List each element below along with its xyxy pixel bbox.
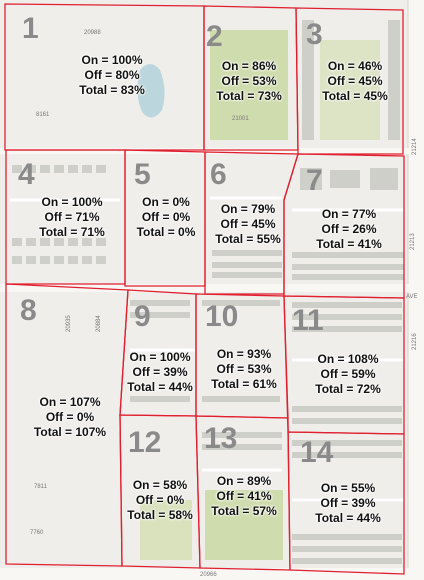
zone-1-stats: On = 100% Off = 80% Total = 83% bbox=[62, 53, 162, 98]
zone-3-number: 3 bbox=[306, 18, 323, 51]
zone-10-total: Total = 61% bbox=[211, 377, 277, 391]
park-zone-3 bbox=[320, 40, 380, 140]
zone-2-number: 2 bbox=[206, 20, 223, 53]
zone-7-total: Total = 41% bbox=[316, 237, 382, 251]
zone-9-stats: On = 100% Off = 39% Total = 44% bbox=[120, 350, 200, 395]
zone-1-on: On = 100% bbox=[81, 53, 143, 67]
zone-12-stats: On = 58% Off = 0% Total = 58% bbox=[118, 478, 202, 523]
zone-13-off: Off = 41% bbox=[216, 489, 272, 503]
zone-11-total: Total = 72% bbox=[315, 382, 381, 396]
zone-4-total: Total = 71% bbox=[39, 225, 105, 239]
address-label-8161: 8161 bbox=[36, 112, 50, 118]
address-label-7760: 7760 bbox=[30, 530, 44, 536]
zone-14-stats: On = 55% Off = 39% Total = 44% bbox=[296, 481, 400, 526]
zone-3-total: Total = 45% bbox=[322, 89, 388, 103]
zone-8-off: Off = 0% bbox=[45, 410, 95, 424]
address-label-20988: 20988 bbox=[84, 30, 101, 36]
zone-13-total: Total = 57% bbox=[211, 504, 277, 518]
zone-7-off: Off = 26% bbox=[321, 222, 377, 236]
zone-6-number: 6 bbox=[210, 158, 227, 191]
zone-8-number: 8 bbox=[20, 294, 37, 327]
zone-12-off: Off = 0% bbox=[135, 493, 185, 507]
zone-5-stats: On = 0% Off = 0% Total = 0% bbox=[126, 195, 206, 240]
address-label-21001: 21001 bbox=[232, 116, 249, 122]
zone-11-off: Off = 59% bbox=[320, 367, 376, 381]
zone-6-total: Total = 55% bbox=[215, 232, 281, 246]
zone-8-stats: On = 107% Off = 0% Total = 107% bbox=[18, 395, 122, 440]
address-label-7811: 7811 bbox=[34, 484, 47, 490]
minor-streets bbox=[10, 196, 404, 502]
ave-label: AVE bbox=[406, 294, 418, 300]
park-zone-2 bbox=[210, 30, 288, 140]
zone-13-number: 13 bbox=[204, 422, 238, 455]
zone-4-stats: On = 100% Off = 71% Total = 71% bbox=[22, 195, 122, 240]
zone-2-on: On = 86% bbox=[221, 59, 277, 73]
zone-12-number: 12 bbox=[128, 426, 162, 459]
zone-14-total: Total = 44% bbox=[315, 511, 381, 525]
zone-13-on: On = 89% bbox=[216, 474, 272, 488]
zone-11-on: On = 108% bbox=[317, 352, 379, 366]
zone-1-off: Off = 80% bbox=[84, 68, 140, 82]
zone-2-stats: On = 86% Off = 53% Total = 73% bbox=[202, 59, 296, 104]
road-top-row bbox=[0, 148, 424, 154]
road-label-21213: 21213 bbox=[410, 233, 416, 250]
zone-6-on: On = 79% bbox=[220, 202, 276, 216]
zone-13-stats: On = 89% Off = 41% Total = 57% bbox=[198, 474, 290, 519]
zone-14-off: Off = 39% bbox=[320, 496, 376, 510]
zone-5-total: Total = 0% bbox=[136, 225, 196, 239]
zone-3-on: On = 46% bbox=[327, 59, 383, 73]
zone-6-stats: On = 79% Off = 45% Total = 55% bbox=[200, 202, 296, 247]
zone-9-number: 9 bbox=[134, 300, 151, 333]
road-label-21216: 21216 bbox=[412, 333, 418, 350]
zone-1-total: Total = 83% bbox=[79, 83, 145, 97]
zone-10-on: On = 93% bbox=[216, 347, 272, 361]
park-zone-13 bbox=[205, 490, 283, 560]
zone-5-number: 5 bbox=[134, 158, 151, 191]
zone-12-on: On = 58% bbox=[132, 478, 188, 492]
zone-7-number: 7 bbox=[306, 164, 323, 197]
zone-10-number: 10 bbox=[205, 300, 239, 333]
zone-4-off: Off = 71% bbox=[44, 210, 100, 224]
zone-2-total: Total = 73% bbox=[216, 89, 282, 103]
zone-3-stats: On = 46% Off = 45% Total = 45% bbox=[305, 59, 405, 104]
zone-10-stats: On = 93% Off = 53% Total = 61% bbox=[200, 347, 288, 392]
zone-3-off: Off = 45% bbox=[327, 74, 383, 88]
zone-14-number: 14 bbox=[300, 436, 334, 469]
address-label-20935: 20935 bbox=[66, 315, 72, 332]
zone-14-on: On = 55% bbox=[320, 481, 376, 495]
park-zone-12 bbox=[140, 500, 192, 560]
zone-11-stats: On = 108% Off = 59% Total = 72% bbox=[296, 352, 400, 397]
zone-10-off: Off = 53% bbox=[216, 362, 272, 376]
zone-boundaries bbox=[4, 3, 405, 575]
zone-9-on: On = 100% bbox=[129, 350, 191, 364]
zone-11-number: 11 bbox=[292, 304, 324, 337]
zone-5-off: Off = 0% bbox=[141, 210, 191, 224]
zone-4-on: On = 100% bbox=[41, 195, 103, 209]
zone-5-on: On = 0% bbox=[142, 195, 190, 209]
zone-9-off: Off = 39% bbox=[132, 365, 188, 379]
road-middle-row bbox=[0, 284, 424, 292]
zone-7-stats: On = 77% Off = 26% Total = 41% bbox=[296, 207, 402, 252]
pond-zone-1 bbox=[137, 64, 165, 118]
address-label-20966: 20966 bbox=[200, 572, 217, 578]
zone-1-number: 1 bbox=[22, 12, 39, 45]
zone-7-on: On = 77% bbox=[321, 207, 377, 221]
zone-8-total: Total = 107% bbox=[33, 425, 107, 439]
zone-12-total: Total = 58% bbox=[127, 508, 193, 522]
zone-4-number: 4 bbox=[18, 158, 35, 191]
zone-9-total: Total = 44% bbox=[127, 380, 193, 394]
address-label-20884: 20884 bbox=[96, 315, 102, 332]
zone-6-off: Off = 45% bbox=[220, 217, 276, 231]
housing-blocks bbox=[12, 20, 404, 564]
road-label-21214: 21214 bbox=[412, 138, 418, 155]
zone-8-on: On = 107% bbox=[39, 395, 101, 409]
zone-2-off: Off = 53% bbox=[221, 74, 277, 88]
